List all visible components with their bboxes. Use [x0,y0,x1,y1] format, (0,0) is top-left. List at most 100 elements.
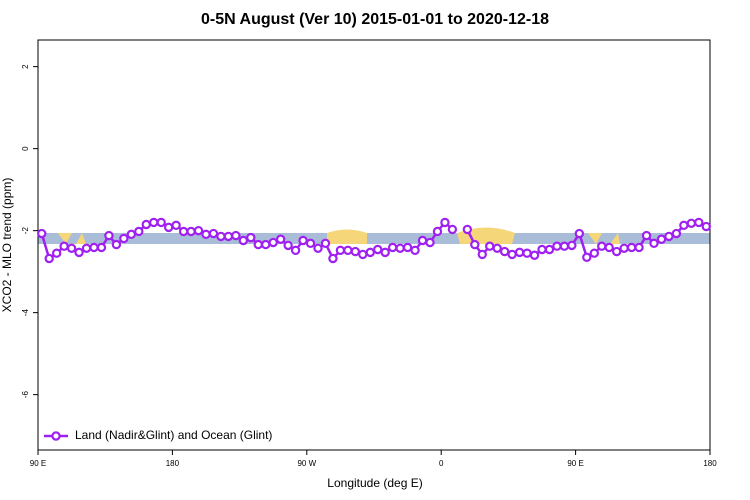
point [290,245,301,256]
x-tick-label: 90 W [297,459,316,468]
point [604,242,614,253]
point [619,243,629,253]
point [529,250,540,260]
x-tick-label: 90 E [30,459,46,468]
chart-title: 0-5N August (Ver 10) 2015-01-01 to 2020-… [201,11,549,28]
point [611,246,622,257]
plot-frame [37,39,711,451]
point [477,249,487,260]
y-tick-label: -2 [21,227,30,235]
point [141,219,151,230]
y-tick-label: 2 [21,64,30,69]
point [589,248,599,258]
point [358,249,368,260]
point [231,230,241,241]
point [305,238,316,249]
point [223,231,234,242]
x-tick-label: 0 [439,459,444,468]
point [485,241,495,251]
point [328,253,338,264]
point [163,222,174,233]
y-tick-label: -4 [21,309,30,317]
point [283,240,293,251]
point [686,218,697,228]
point [81,243,92,253]
point [417,235,428,246]
point [552,241,562,251]
point [216,231,226,242]
land-patch [327,229,367,244]
point [186,226,196,237]
point [522,248,532,258]
point [201,229,211,240]
x-tick-label: 180 [703,459,717,468]
point [649,238,659,249]
point [679,220,689,231]
y-tick-label: -6 [21,391,30,399]
point [440,217,450,228]
band [38,233,710,244]
land-patch [58,233,86,244]
point [119,233,129,244]
point [238,235,249,246]
point [365,247,375,258]
point [298,235,308,246]
point [104,230,114,241]
point [410,245,420,256]
point [335,245,346,256]
legend-marker [51,431,61,441]
point [507,249,517,260]
point [134,226,144,237]
point [694,217,704,228]
point [111,239,122,250]
point [51,248,62,258]
point [37,228,47,239]
point [74,247,84,258]
point [44,253,54,264]
point [597,241,607,251]
point [447,224,458,235]
point [320,238,331,249]
point [96,242,107,253]
point [634,242,644,253]
point [664,231,674,242]
point [514,247,525,258]
point [492,243,502,253]
y-axis-label: XCO2 - MLO trend (ppm) [0,178,14,313]
x-axis-label: Longitude (deg E) [327,476,422,490]
y-tick-label: 0 [21,146,30,151]
point [126,229,137,240]
x-tick-label: 90 E [567,459,583,468]
point [275,234,286,244]
point [387,242,398,253]
point [149,217,159,228]
point [582,252,592,262]
point [701,221,711,232]
point [432,226,443,237]
point [313,243,323,253]
point [671,228,682,239]
x-tick-label: 180 [166,459,180,468]
point [66,243,77,253]
point [462,224,473,235]
point [59,241,69,251]
point [656,234,667,244]
point [373,244,383,255]
legend-label: Land (Nadir&Glint) and Ocean (Glint) [75,428,272,442]
point [193,225,204,236]
point [499,246,510,257]
point [178,226,189,237]
point [268,237,278,248]
point [537,244,547,255]
land-patch [588,233,620,244]
point [208,228,219,239]
point [470,239,480,250]
point [89,242,99,253]
point [343,245,353,256]
point [156,217,166,228]
point [402,242,413,253]
point [574,228,585,239]
point [253,239,263,250]
point [544,244,555,255]
